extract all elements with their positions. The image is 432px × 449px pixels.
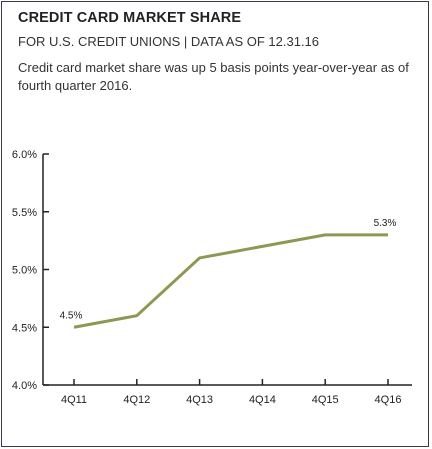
y-tick-label: 6.0% xyxy=(12,149,37,161)
y-tick-label: 4.5% xyxy=(12,322,37,334)
series-line xyxy=(73,233,388,329)
chart-description: Credit card market share was up 5 basis … xyxy=(18,60,409,93)
y-tick-label: 4.0% xyxy=(12,380,37,392)
y-tick-label: 5.5% xyxy=(12,207,37,219)
chart-subtitle: FOR U.S. CREDIT UNIONS | DATA AS OF 12.3… xyxy=(18,34,320,49)
x-tick-label: 4Q15 xyxy=(312,394,339,406)
x-tick-label: 4Q12 xyxy=(123,394,150,406)
data-label: 4.5% xyxy=(60,310,83,321)
y-tick-label: 5.0% xyxy=(12,265,37,277)
x-tick-label: 4Q16 xyxy=(375,394,402,406)
x-tick-label: 4Q14 xyxy=(249,394,276,406)
chart-title: CREDIT CARD MARKET SHARE xyxy=(18,10,242,26)
x-tick-label: 4Q11 xyxy=(61,394,87,406)
x-tick-label: 4Q13 xyxy=(186,394,213,406)
data-label: 5.3% xyxy=(374,218,397,229)
